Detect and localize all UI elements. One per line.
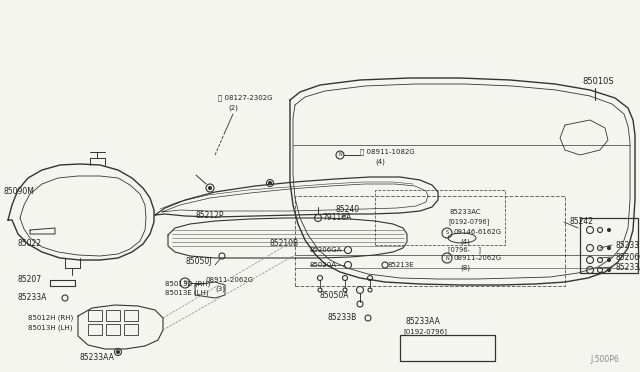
Text: 85233AB: 85233AB — [615, 263, 640, 272]
Bar — [106, 324, 120, 335]
Text: 85013D (RH): 85013D (RH) — [165, 281, 211, 287]
Text: (4): (4) — [375, 159, 385, 165]
Text: 85240: 85240 — [335, 205, 359, 215]
Text: 85213E: 85213E — [388, 262, 415, 268]
Circle shape — [607, 228, 611, 231]
Text: 85013H (LH): 85013H (LH) — [28, 325, 72, 331]
Circle shape — [269, 182, 271, 185]
Text: 79116A: 79116A — [322, 214, 351, 222]
Text: 85233AA: 85233AA — [80, 353, 115, 362]
Text: 85206GA: 85206GA — [310, 247, 342, 253]
Text: 85210B: 85210B — [270, 240, 299, 248]
Text: (3): (3) — [215, 286, 225, 292]
Bar — [124, 324, 138, 335]
Text: 85020A: 85020A — [310, 262, 337, 268]
Text: N: N — [183, 280, 187, 285]
Text: 85012H (RH): 85012H (RH) — [28, 315, 73, 321]
Text: 85022: 85022 — [18, 238, 42, 247]
Text: 85233AC: 85233AC — [450, 209, 482, 215]
Text: [0192-0796]: [0192-0796] — [403, 328, 447, 336]
Text: (8): (8) — [460, 265, 470, 271]
Circle shape — [209, 186, 211, 189]
Text: N: N — [338, 153, 342, 157]
Text: 85050J: 85050J — [185, 257, 211, 266]
Text: 85242: 85242 — [570, 218, 594, 227]
Text: (4): (4) — [460, 239, 470, 245]
Text: 08911-2062G: 08911-2062G — [205, 277, 253, 283]
Text: 08911-2062G: 08911-2062G — [453, 255, 501, 261]
Text: ⓝ 08911-1082G: ⓝ 08911-1082G — [360, 149, 415, 155]
Circle shape — [607, 259, 611, 262]
Bar — [295, 196, 565, 286]
Text: N: N — [445, 256, 449, 260]
Text: [0192-0796]: [0192-0796] — [448, 219, 489, 225]
Text: 85233B: 85233B — [328, 314, 357, 323]
Circle shape — [116, 350, 120, 353]
Bar — [88, 310, 102, 321]
Bar — [580, 218, 638, 273]
Text: 85212P: 85212P — [195, 211, 223, 219]
Text: J.500P6: J.500P6 — [590, 356, 619, 365]
Text: 85233: 85233 — [615, 241, 639, 250]
Bar — [400, 335, 495, 361]
Text: 85050A: 85050A — [320, 291, 349, 299]
Text: [0796-    ]: [0796- ] — [448, 247, 481, 253]
Bar — [124, 310, 138, 321]
Circle shape — [607, 269, 611, 272]
Text: S: S — [445, 231, 449, 235]
Text: 85010S: 85010S — [582, 77, 614, 87]
Text: 09146-6162G: 09146-6162G — [453, 229, 501, 235]
Text: 85233A: 85233A — [18, 294, 47, 302]
Text: Ⓑ 08127-2302G: Ⓑ 08127-2302G — [218, 95, 273, 101]
Text: 85206G: 85206G — [615, 253, 640, 262]
Bar — [88, 324, 102, 335]
Bar — [106, 310, 120, 321]
Text: 85013E (LH): 85013E (LH) — [165, 290, 209, 296]
Circle shape — [607, 247, 611, 250]
Bar — [375, 190, 505, 245]
Text: 85090M: 85090M — [4, 187, 35, 196]
Text: 85207: 85207 — [18, 276, 42, 285]
Text: (2): (2) — [228, 105, 238, 111]
Text: 85233AA: 85233AA — [405, 317, 440, 327]
